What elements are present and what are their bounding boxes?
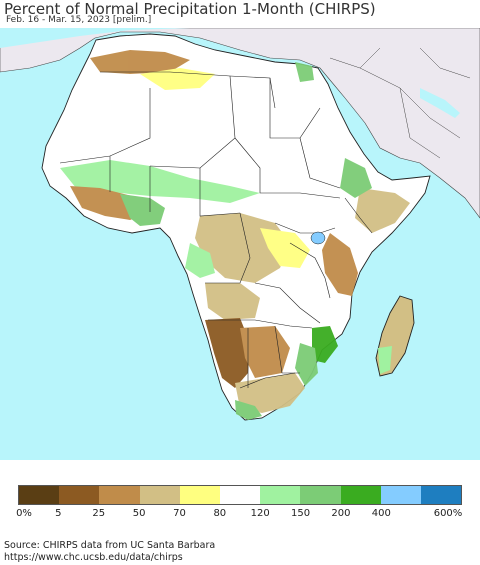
- legend-swatch: [99, 486, 140, 504]
- map-title: Percent of Normal Precipitation 1-Month …: [4, 0, 376, 18]
- source-url[interactable]: https://www.chc.ucsb.edu/data/chirps: [4, 552, 183, 563]
- legend-colorbar: [18, 485, 462, 505]
- persian-gulf: [420, 88, 460, 118]
- legend-label: 80: [213, 508, 227, 519]
- horn-tan: [355, 188, 410, 233]
- legend-swatch: [260, 486, 301, 504]
- botswana-brown: [240, 326, 290, 378]
- central-yellow: [260, 228, 310, 268]
- legend-swatch: [219, 486, 261, 504]
- map-subtitle: Feb. 16 - Mar. 15, 2023 [prelim.]: [6, 15, 152, 25]
- gulf-guinea-green: [120, 194, 165, 226]
- legend-swatch: [420, 486, 462, 504]
- legend-labels: 0% 5 25 50 70 80 120 150 200 400 600%: [0, 508, 480, 522]
- country-borders: [59, 71, 373, 389]
- legend-swatch: [59, 486, 100, 504]
- legend-swatch: [380, 486, 421, 504]
- legend-label: 150: [290, 508, 311, 519]
- legend-swatch: [179, 486, 220, 504]
- legend-swatch: [19, 486, 60, 504]
- atlas-brown: [90, 50, 190, 74]
- ethiopia-green: [340, 158, 372, 198]
- legend-label: 0%: [16, 508, 32, 519]
- legend-label: 120: [250, 508, 270, 519]
- nile-green: [295, 62, 314, 82]
- mozambique-green: [312, 326, 338, 363]
- lake-victoria: [310, 231, 326, 245]
- mediterranean: [0, 28, 190, 48]
- legend-label: 5: [55, 508, 62, 519]
- legend-label: 600%: [433, 508, 463, 519]
- legend-swatch: [340, 486, 381, 504]
- legend-swatch: [300, 486, 341, 504]
- legend-label: 200: [331, 508, 351, 519]
- middle-east-borders: [329, 47, 471, 159]
- legend-label: 70: [173, 508, 186, 519]
- outside-land-north: [0, 28, 480, 219]
- source-credit: Source: CHIRPS data from UC Santa Barbar…: [4, 540, 216, 551]
- namibia-darkbrown: [205, 318, 250, 388]
- east-africa-brown: [322, 233, 358, 296]
- precip-fields: [60, 50, 410, 420]
- legend-label: 400: [371, 508, 391, 519]
- angola-tan: [205, 283, 260, 320]
- congo-green: [185, 243, 215, 278]
- legend-swatch: [139, 486, 180, 504]
- cape-green: [235, 400, 262, 420]
- legend-label: 50: [132, 508, 146, 519]
- mozambique-lightgreen: [295, 343, 318, 386]
- legend-label: 25: [92, 508, 106, 519]
- madagascar-green: [378, 346, 392, 374]
- red-sea: [326, 88, 380, 174]
- precipitation-map: [0, 28, 480, 460]
